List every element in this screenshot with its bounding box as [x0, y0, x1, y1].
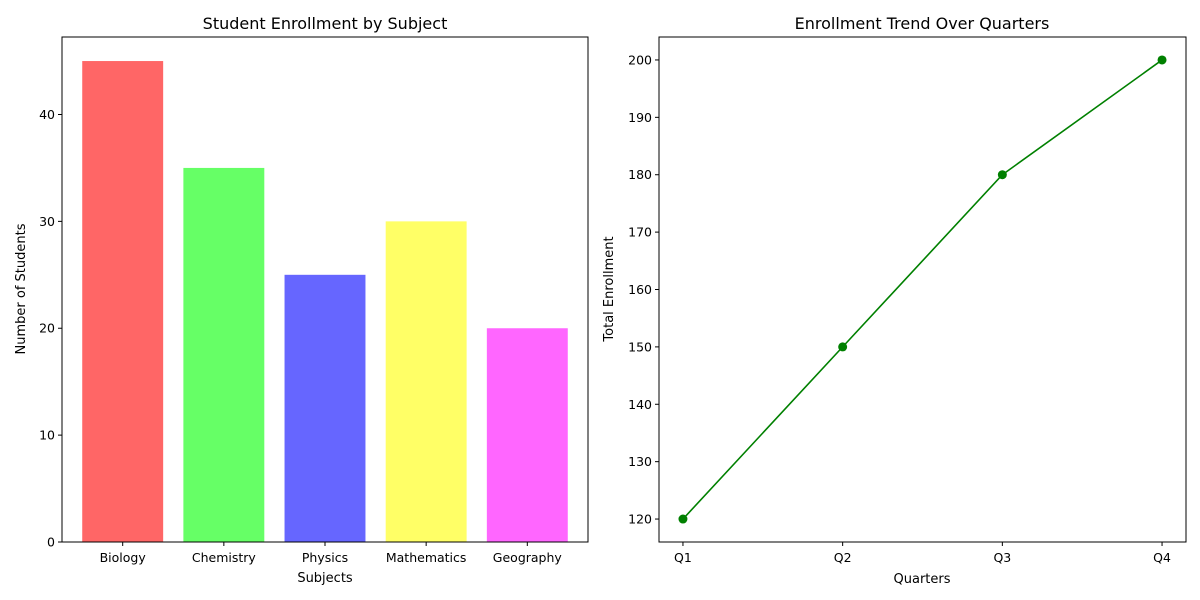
line-y-tick-label: 150 — [628, 339, 652, 354]
bar-chemistry — [183, 167, 265, 543]
line-plot-frame — [658, 36, 1187, 543]
line-point-q1 — [678, 514, 688, 524]
bar-x-tick-label: Geography — [493, 550, 563, 565]
bar-geography — [486, 328, 568, 542]
bar-x-ticks: Biology Chemistry Physics Mathematics Geogra… — [100, 542, 563, 565]
line-y-tick-label: 180 — [628, 167, 652, 182]
line-x-ticks: Q1 Q2 Q3 Q4 — [674, 542, 1171, 565]
bar-physics — [284, 274, 366, 542]
line-y-tick-label: 120 — [628, 512, 652, 527]
bar-x-tick-label: Biology — [100, 550, 147, 565]
bar-x-tick-label: Physics — [302, 550, 348, 565]
line-series-enrollment — [682, 59, 1163, 520]
line-x-tick-label: Q4 — [1153, 550, 1171, 565]
line-point-q4 — [1157, 55, 1167, 65]
line-y-tick-label: 200 — [628, 52, 652, 67]
bar-y-tick-label: 10 — [39, 428, 55, 443]
bar-y-ticks: 0 10 20 30 40 — [39, 107, 62, 550]
bar-chart-title: Student Enrollment by Subject — [203, 14, 448, 33]
line-y-tick-label: 170 — [628, 225, 652, 240]
bar-y-tick-label: 30 — [39, 214, 55, 229]
line-y-tick-label: 130 — [628, 454, 652, 469]
bar-y-axis-label: Number of Students — [14, 223, 29, 354]
line-chart-panel: Enrollment Trend Over Quarters 120 130 140… — [602, 14, 1187, 587]
bar-chart-panel: Student Enrollment by Subject 010203040 … — [14, 14, 589, 586]
line-x-tick-label: Q2 — [834, 550, 852, 565]
line-x-tick-label: Q3 — [993, 550, 1011, 565]
line-point-q2 — [838, 342, 848, 352]
line-chart-title: Enrollment Trend Over Quarters — [795, 14, 1050, 33]
line-y-tick-label: 160 — [628, 282, 652, 297]
line-y-axis-label: Total Enrollment — [602, 236, 617, 342]
bar-marks — [82, 61, 568, 543]
bar-x-tick-label: Mathematics — [386, 550, 467, 565]
bar-y-tick-label: 0 — [47, 535, 55, 550]
line-y-tick-label: 190 — [628, 110, 652, 125]
bar-y-tick-label: 20 — [39, 321, 55, 336]
line-x-tick-label: Q1 — [674, 550, 692, 565]
line-marks — [678, 55, 1167, 524]
bar-mathematics — [385, 221, 467, 542]
bar-x-axis-label: Subjects — [297, 571, 353, 586]
line-point-q3 — [997, 170, 1007, 180]
line-x-axis-label: Quarters — [894, 572, 951, 587]
bar-y-tick-label: 40 — [39, 107, 55, 122]
bar-biology — [82, 61, 164, 543]
bar-x-tick-label: Chemistry — [192, 550, 257, 565]
line-y-ticks: 120 130 140 150 160 170 180 190 200 — [628, 52, 659, 527]
line-y-tick-label: 140 — [628, 397, 652, 412]
